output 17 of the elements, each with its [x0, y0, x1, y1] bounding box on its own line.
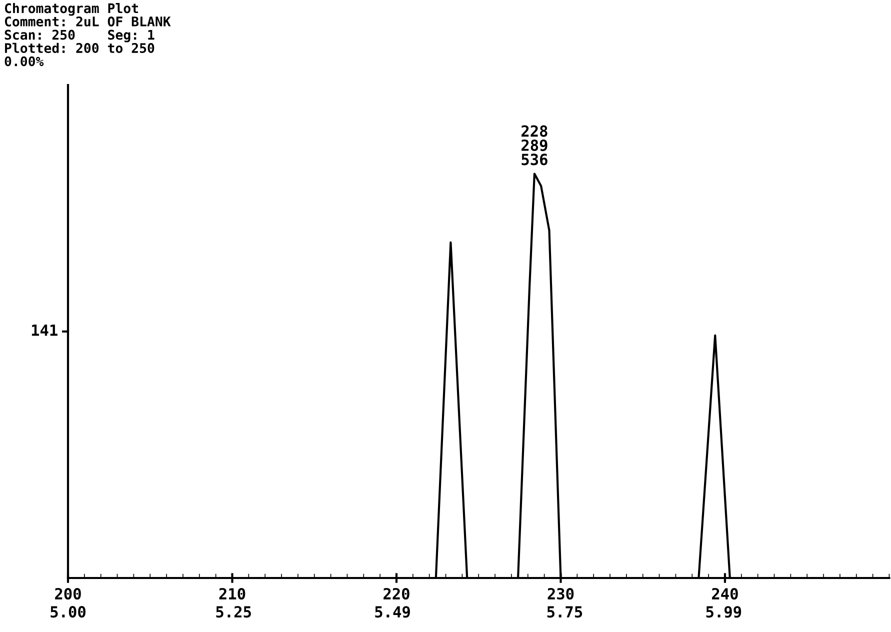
- x-tick-label: 240: [712, 588, 738, 600]
- annotation: 228 289 536: [522, 125, 548, 166]
- x2-tick-label: 5.00: [50, 606, 86, 618]
- text: Comment: 2uL OF BLANK: [4, 16, 171, 26]
- x2-tick-label: 5.25: [216, 606, 251, 618]
- x-tick-label: 200: [55, 588, 81, 600]
- x2-tick-label: 5.49: [375, 606, 410, 618]
- text: 0.00%: [4, 56, 44, 66]
- x-tick-label: 230: [548, 588, 574, 600]
- chart-title: Chromatogram Plot: [4, 3, 138, 16]
- text: Plotted: 200 to 250: [5, 42, 154, 54]
- text: 141: [32, 324, 58, 336]
- x-tick-label: 220: [384, 588, 410, 600]
- x-tick-label: 210: [219, 588, 246, 600]
- x2-tick-label: 5.75: [547, 606, 582, 618]
- text: Scan: 250 Seg: 1: [4, 30, 154, 42]
- x2-tick-label: 5.99: [706, 606, 742, 618]
